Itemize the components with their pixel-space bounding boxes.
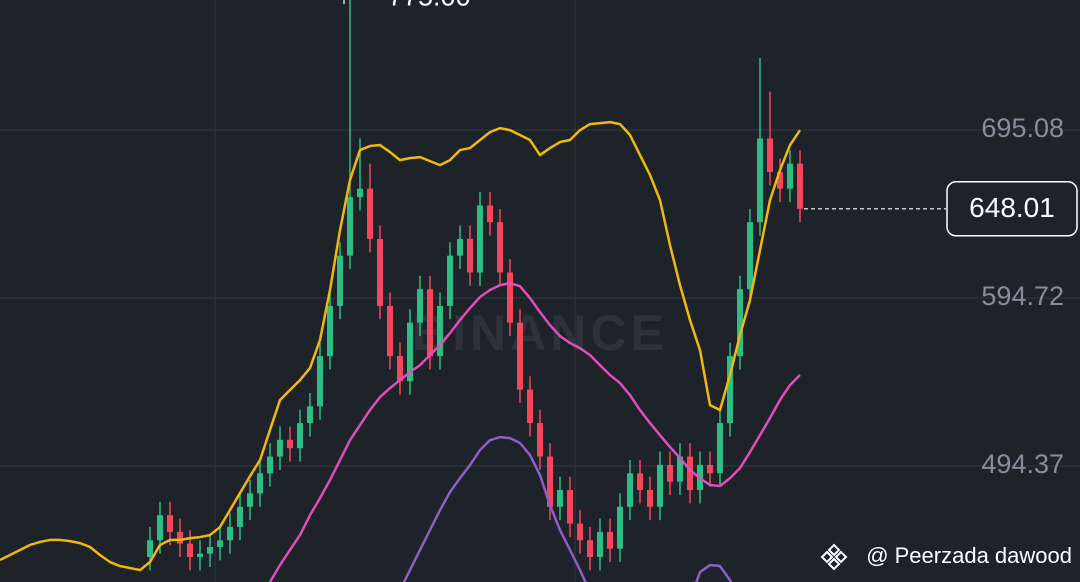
- candle-body: [197, 553, 203, 558]
- last-price-box: [946, 181, 1078, 237]
- candle-body: [657, 464, 663, 507]
- last-price-label: 648.01: [969, 192, 1055, 223]
- candle-body: [677, 456, 683, 482]
- candle-body: [297, 423, 303, 449]
- overlay: 695.08 594.72 494.37 775.00 648.01: [343, 0, 1078, 479]
- candle-body: [547, 456, 553, 507]
- candle-body: [287, 439, 293, 449]
- candle-body: [587, 540, 593, 558]
- candle-body: [757, 138, 763, 223]
- candle-body: [467, 238, 473, 273]
- candle-body: [237, 506, 243, 527]
- candle-body: [207, 546, 213, 554]
- candle-body: [397, 356, 403, 382]
- candle-body: [417, 289, 423, 323]
- candle-body: [337, 255, 343, 306]
- plot: [0, 0, 803, 582]
- candle-body: [477, 205, 483, 273]
- candle-body: [377, 238, 383, 306]
- candle-body: [307, 406, 313, 424]
- candle-body: [567, 490, 573, 524]
- candle-body: [357, 188, 363, 198]
- candle-body: [257, 473, 263, 494]
- candle-body: [457, 238, 463, 256]
- candle-body: [577, 523, 583, 541]
- candle-body: [437, 305, 443, 357]
- candle-body: [667, 464, 673, 482]
- candle-body: [247, 493, 253, 507]
- candle-body: [617, 506, 623, 549]
- candle-body: [227, 526, 233, 541]
- candle-body: [517, 322, 523, 390]
- candle-body: [387, 305, 393, 357]
- indicator-line: [402, 435, 733, 582]
- indicator-line: [268, 281, 801, 582]
- candle-body: [347, 197, 353, 256]
- candle-body: [687, 456, 693, 491]
- candle-body: [187, 543, 193, 558]
- candle-body: [557, 490, 563, 507]
- candle-body: [427, 289, 433, 357]
- candle-body: [767, 138, 773, 172]
- indicator-line: [0, 120, 802, 572]
- candle-body: [317, 356, 323, 407]
- credit: @ Peerzada dawood: [866, 543, 1072, 568]
- candle-body: [167, 515, 173, 532]
- candle-body: [707, 464, 713, 474]
- y-tick-label: 695.08: [981, 113, 1064, 143]
- candle-body: [747, 222, 753, 290]
- candle-body: [537, 423, 543, 457]
- candle-body: [777, 171, 783, 189]
- candle-body: [407, 322, 413, 382]
- candle-body: [717, 423, 723, 474]
- candle-body: [727, 356, 733, 424]
- candle-body: [157, 515, 163, 541]
- candle-body: [267, 456, 273, 474]
- candle-body: [627, 473, 633, 507]
- candle-body: [647, 490, 653, 507]
- candle-body: [147, 540, 153, 558]
- candle-body: [597, 531, 603, 558]
- candle-body: [787, 163, 793, 189]
- candle-body: [737, 289, 743, 357]
- candle-body: [797, 163, 803, 209]
- y-tick-label: 594.72: [981, 281, 1064, 311]
- candle-body: [497, 222, 503, 273]
- candle-body: [177, 531, 183, 544]
- candle-body: [277, 439, 283, 457]
- candle-body: [447, 255, 453, 306]
- candle-body: [217, 540, 223, 547]
- candle-body: [507, 272, 513, 323]
- candle-body: [367, 188, 373, 239]
- candle-body: [637, 473, 643, 491]
- candle-body: [607, 531, 613, 549]
- watermark: BINANCE: [412, 305, 668, 361]
- candle-body: [527, 389, 533, 424]
- candle-body: [487, 205, 493, 223]
- y-tick-label: 494.37: [981, 449, 1064, 479]
- credit-icon: [820, 543, 848, 571]
- annotation: 775.00: [388, 0, 471, 11]
- candle-body: [327, 305, 333, 357]
